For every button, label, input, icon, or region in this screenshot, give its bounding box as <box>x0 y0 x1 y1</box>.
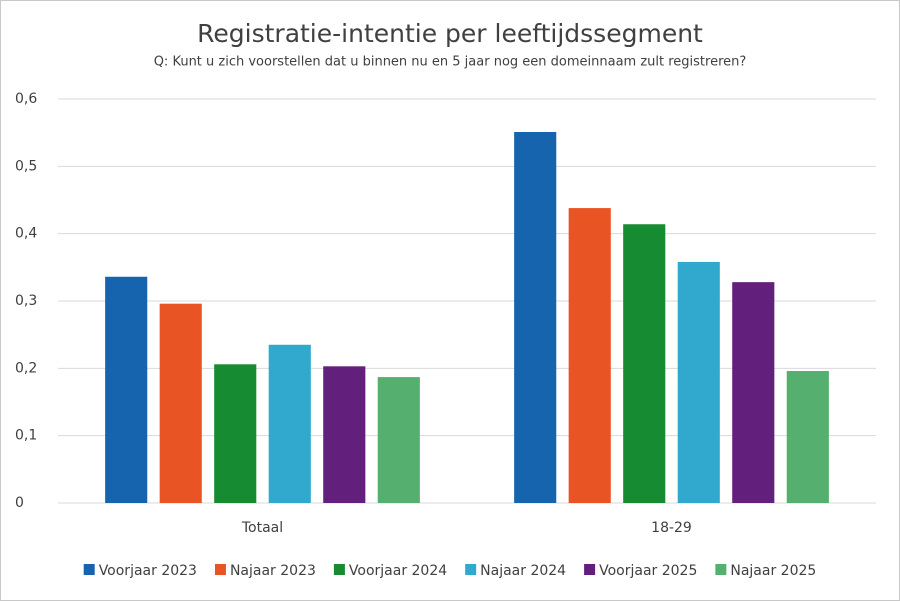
bar <box>623 224 666 504</box>
legend-label: Voorjaar 2023 <box>99 563 197 579</box>
legend-swatch <box>83 564 95 575</box>
y-tick-label: 0,3 <box>15 293 37 309</box>
y-tick-label: 0,2 <box>15 360 37 376</box>
bar <box>514 131 557 503</box>
legend-swatch <box>465 564 477 575</box>
legend-label: Najaar 2025 <box>730 563 816 579</box>
bar <box>105 276 148 503</box>
x-tick-label: Totaal <box>241 520 283 536</box>
bar <box>377 377 420 503</box>
legend-swatch <box>333 564 345 575</box>
legend-swatch <box>584 564 596 575</box>
bar <box>732 282 775 503</box>
y-tick-label: 0,1 <box>15 428 37 444</box>
chart-subtitle: Q: Kunt u zich voorstellen dat u binnen … <box>154 55 747 70</box>
bar <box>214 364 257 503</box>
legend-label: Voorjaar 2025 <box>599 563 697 579</box>
legend-label: Najaar 2023 <box>230 563 316 579</box>
bar <box>268 344 311 503</box>
y-tick-label: 0,6 <box>15 91 37 107</box>
bar <box>786 371 829 503</box>
bar <box>323 366 366 503</box>
y-tick-label: 0,4 <box>15 226 37 242</box>
legend-label: Najaar 2024 <box>480 563 566 579</box>
chart-title: Registratie-intentie per leeftijdssegmen… <box>197 19 703 48</box>
y-tick-label: 0 <box>15 495 24 511</box>
bar <box>677 261 720 503</box>
bar <box>568 208 611 503</box>
legend-swatch <box>214 564 226 575</box>
bar <box>159 303 202 503</box>
y-tick-label: 0,5 <box>15 158 37 174</box>
legend-swatch <box>715 564 727 575</box>
x-tick-label: 18-29 <box>651 520 692 536</box>
legend-label: Voorjaar 2024 <box>349 563 447 579</box>
